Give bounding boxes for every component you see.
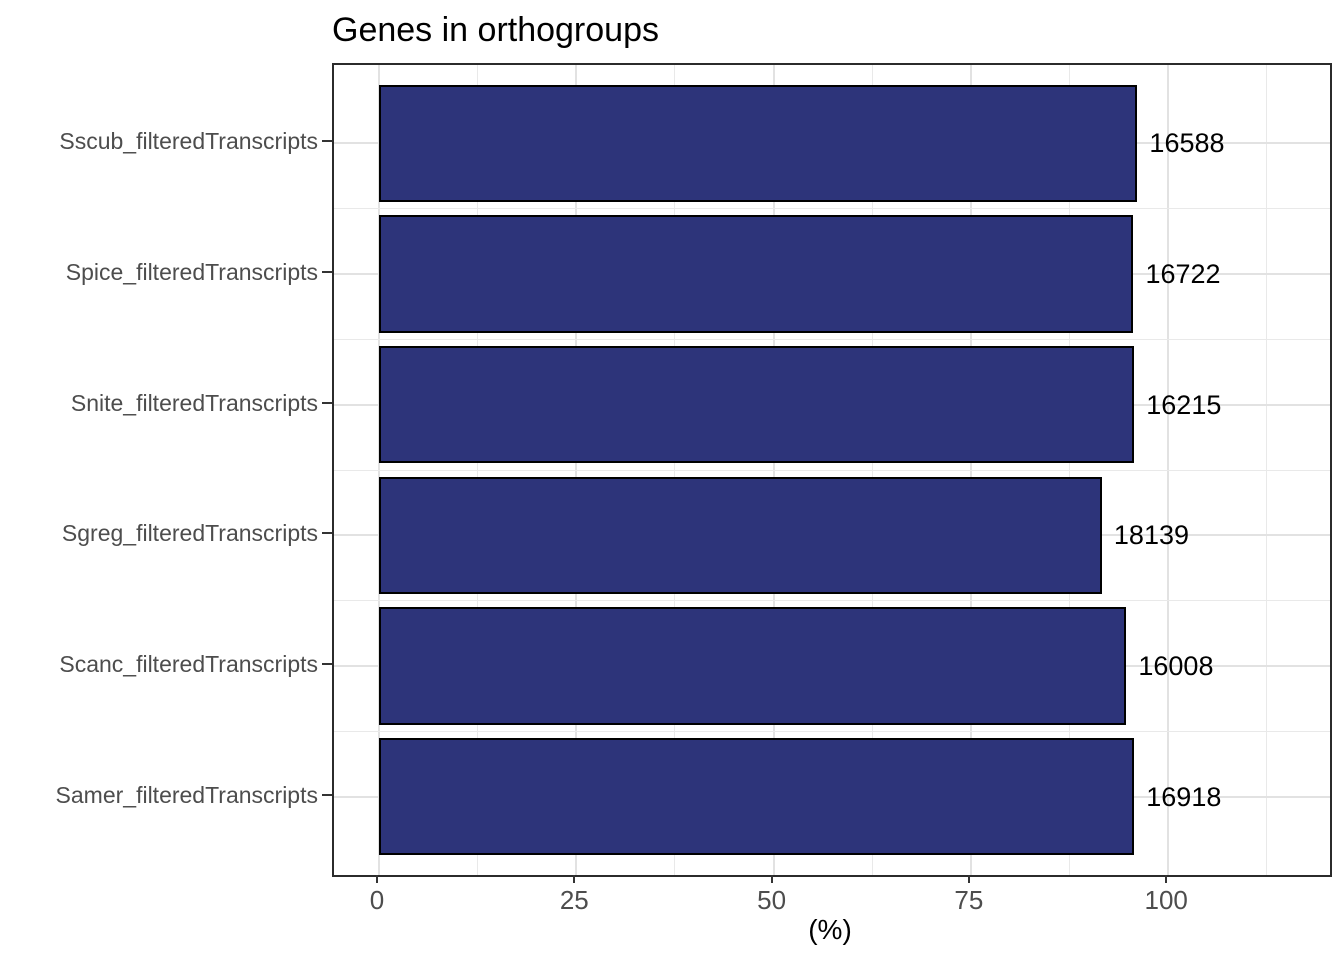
minor-gridline-horizontal xyxy=(334,208,1330,210)
x-tick-mark xyxy=(967,875,970,883)
bar-value-label: 16588 xyxy=(1149,128,1225,159)
x-tick-label: 25 xyxy=(559,885,589,915)
y-axis-label: Samer_filteredTranscripts xyxy=(55,781,318,808)
bar-value-label: 18139 xyxy=(1113,520,1189,551)
minor-gridline-horizontal xyxy=(334,600,1330,602)
x-tick-mark xyxy=(770,875,773,883)
y-tick-mark xyxy=(322,793,332,796)
bar xyxy=(378,607,1127,725)
minor-gridline-horizontal xyxy=(334,469,1330,471)
x-axis-title: (%) xyxy=(808,914,852,945)
x-tick-mark xyxy=(375,875,378,883)
y-tick-mark xyxy=(322,140,332,143)
y-tick-mark xyxy=(322,401,332,404)
bar xyxy=(378,737,1135,856)
bar-value-label: 16918 xyxy=(1146,781,1222,812)
bar xyxy=(378,345,1135,464)
bar-value-label: 16722 xyxy=(1145,259,1221,290)
bar-value-label: 16215 xyxy=(1146,389,1222,420)
x-tick-label: 75 xyxy=(954,885,984,915)
bar-value-label: 16008 xyxy=(1138,650,1214,681)
x-tick-label: 100 xyxy=(1144,885,1188,915)
plot-panel: 16588 16722 16215 18139 16008 16918 xyxy=(332,63,1332,877)
y-axis-label: Snite_filteredTranscripts xyxy=(70,389,318,416)
x-tick-mark xyxy=(573,875,576,883)
x-tick-mark xyxy=(1165,875,1168,883)
x-tick-label: 0 xyxy=(369,885,385,915)
minor-gridline-horizontal xyxy=(334,730,1330,732)
y-axis-label: Scanc_filteredTranscripts xyxy=(59,650,318,677)
x-tick-label: 50 xyxy=(757,885,787,915)
y-axis-label: Sgreg_filteredTranscripts xyxy=(61,520,318,547)
y-tick-mark xyxy=(322,271,332,274)
minor-gridline-horizontal xyxy=(334,338,1330,340)
bar xyxy=(378,215,1134,333)
y-tick-mark xyxy=(322,662,332,665)
bar xyxy=(378,84,1138,203)
chart-title: Genes in orthogroups xyxy=(332,11,659,49)
y-axis-label: Spice_filteredTranscripts xyxy=(65,259,318,286)
y-axis-label: Sscub_filteredTranscripts xyxy=(59,128,318,155)
y-tick-mark xyxy=(322,532,332,535)
bar xyxy=(378,476,1102,595)
